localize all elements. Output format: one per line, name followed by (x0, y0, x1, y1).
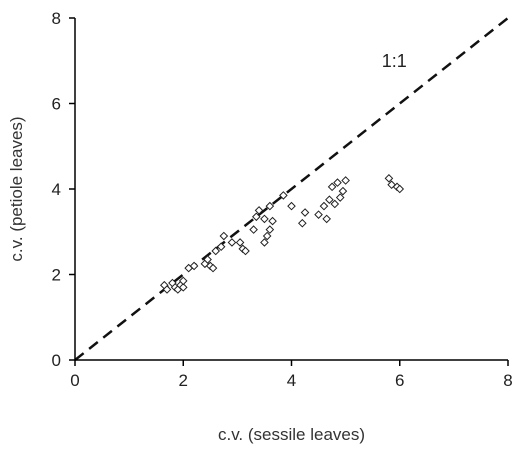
x-axis-title: c.v. (sessile leaves) (218, 425, 365, 444)
x-axis-ticks: 0 2 4 6 8 (70, 360, 513, 390)
y-tick-label: 6 (52, 95, 61, 114)
y-axis-ticks: 0 2 4 6 8 (52, 9, 75, 370)
data-point (262, 231, 272, 241)
data-point (265, 201, 275, 211)
data-point (208, 263, 218, 273)
data-point (254, 206, 264, 215)
data-point (268, 216, 277, 226)
reference-line-layer (74, 17, 509, 361)
data-point (298, 218, 307, 228)
data-point (384, 174, 394, 183)
y-tick-label: 2 (52, 266, 61, 285)
data-point (330, 199, 340, 209)
data-point (260, 214, 269, 224)
data-point (338, 186, 348, 196)
x-tick-label: 4 (287, 371, 296, 390)
data-point (162, 285, 172, 294)
data-point (178, 276, 188, 286)
data-point (211, 246, 221, 256)
data-point (322, 214, 331, 224)
x-tick-label: 6 (395, 371, 404, 390)
x-tick-label: 0 (70, 371, 79, 390)
y-tick-label: 4 (52, 180, 61, 199)
y-tick-label: 8 (52, 9, 61, 28)
data-point (395, 184, 405, 194)
data-point (227, 238, 237, 247)
data-point (287, 201, 296, 211)
one-to-one-reference-line (74, 17, 509, 361)
data-point (314, 210, 323, 219)
data-point (279, 191, 288, 200)
x-tick-label: 8 (503, 371, 512, 390)
data-point (327, 182, 337, 192)
data-point (325, 195, 334, 204)
data-point (260, 238, 269, 247)
reference-line-annotation: 1:1 (382, 51, 407, 71)
y-axis-title: c.v. (petiole leaves) (7, 116, 26, 261)
data-point (341, 176, 350, 185)
data-point (203, 255, 212, 264)
data-point (300, 208, 310, 217)
data-point (241, 246, 250, 256)
data-point (216, 242, 226, 252)
x-tick-label: 2 (179, 371, 188, 390)
data-point (319, 201, 329, 211)
y-tick-label: 0 (52, 351, 61, 370)
data-point (335, 193, 345, 202)
data-point (249, 225, 258, 234)
data-point (178, 283, 188, 292)
data-point (189, 261, 199, 271)
data-point (265, 225, 275, 234)
data-point (252, 212, 261, 222)
plot-area: 0 2 4 6 8 0 2 4 6 8 (52, 9, 513, 390)
data-point (235, 238, 245, 247)
data-point (219, 231, 229, 241)
points-layer (159, 174, 405, 294)
data-point (333, 178, 342, 187)
